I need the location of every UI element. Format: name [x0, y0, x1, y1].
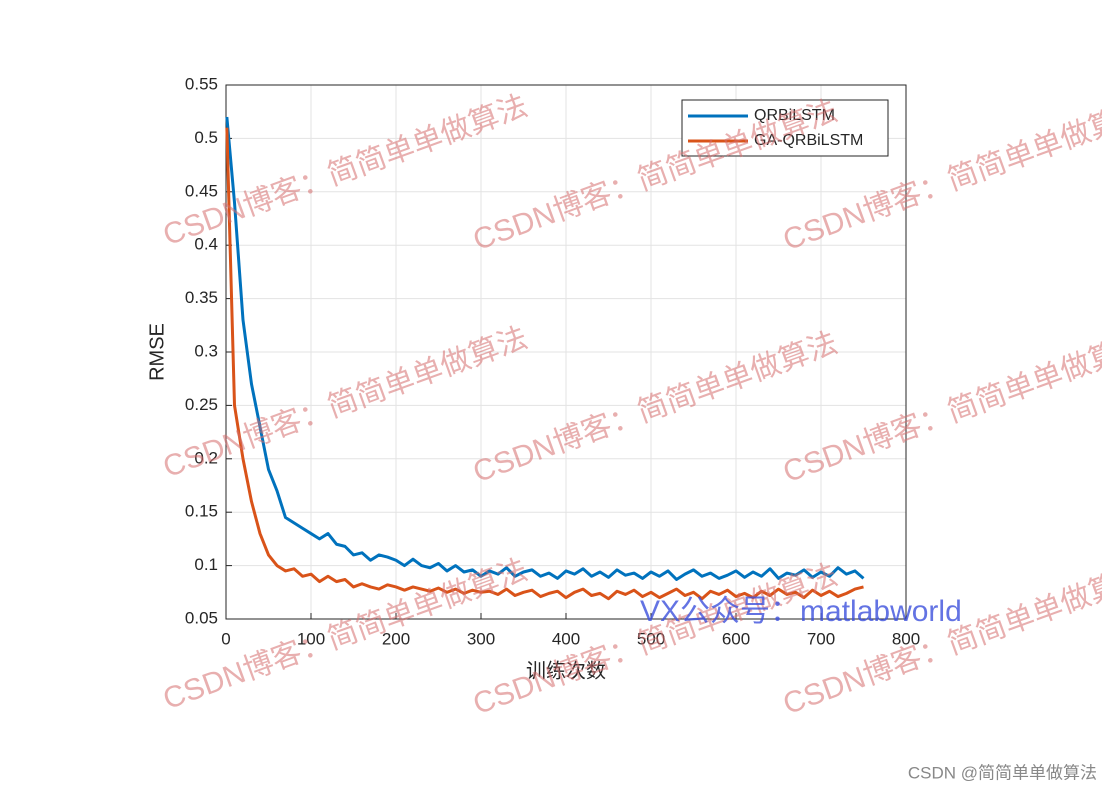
y-tick-label: 0.05: [185, 608, 218, 627]
y-tick-label: 0.55: [185, 74, 218, 93]
y-tick-label: 0.5: [194, 128, 218, 147]
y-tick-label: 0.45: [185, 181, 218, 200]
y-tick-label: 0.2: [194, 448, 218, 467]
vx-watermark: VX公众号：matlabworld: [640, 595, 962, 628]
y-tick-label: 0.1: [194, 555, 218, 574]
y-tick-label: 0.35: [185, 288, 218, 307]
series-line: [225, 127, 864, 601]
y-tick-label: 0.3: [194, 341, 218, 360]
axes-box: [225, 84, 907, 620]
x-axis-label: 训练次数: [526, 659, 606, 682]
x-tick-label: 600: [722, 629, 750, 648]
x-tick-label: 100: [297, 629, 325, 648]
x-tick-label: 200: [382, 629, 410, 648]
x-tick-label: 400: [552, 629, 580, 648]
x-tick-label: 700: [807, 629, 835, 648]
y-axis-label: RMSE: [146, 323, 168, 381]
legend-label: GA-QRBiLSTM: [754, 132, 863, 149]
y-tick-label: 0.15: [185, 502, 218, 521]
series-line: [225, 116, 865, 581]
x-tick-label: 300: [467, 629, 495, 648]
y-tick-label: 0.25: [185, 395, 218, 414]
footer: CSDN @简简单单做算法: [908, 763, 1097, 782]
legend-label: QRBiLSTM: [754, 107, 835, 124]
x-tick-label: 800: [892, 629, 920, 648]
y-tick-label: 0.4: [194, 235, 218, 254]
legend-box: [681, 99, 889, 157]
x-tick-label: 0: [221, 629, 230, 648]
x-tick-label: 500: [637, 629, 665, 648]
